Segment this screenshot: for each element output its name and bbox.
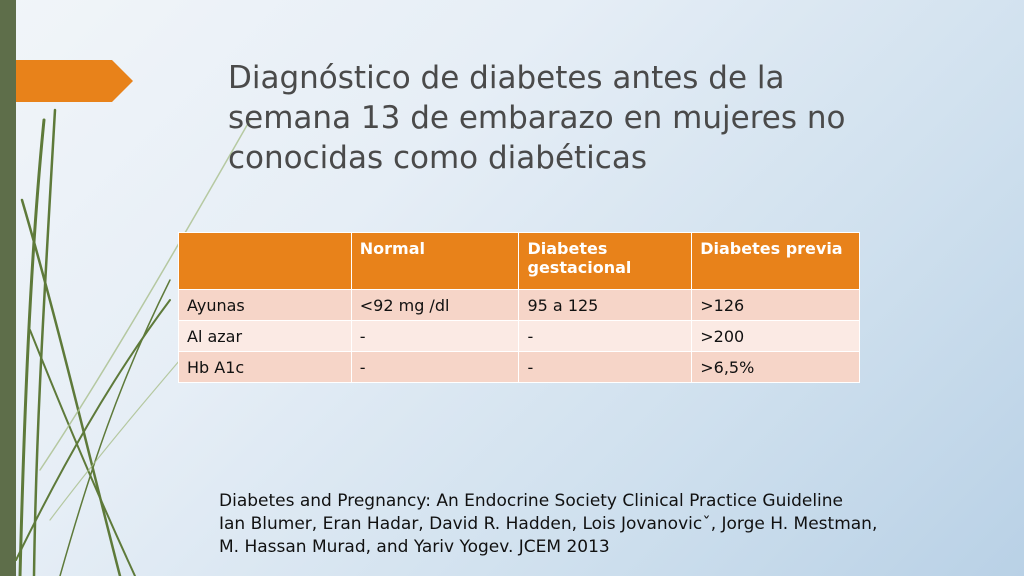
grass-blade-3 bbox=[20, 198, 122, 576]
grass-blade-1 bbox=[18, 118, 46, 576]
header-cell-normal: Normal bbox=[350, 232, 520, 290]
table-row: Al azar - - >200 bbox=[178, 320, 860, 352]
table-cell: >126 bbox=[691, 289, 860, 321]
grass-blade-4 bbox=[29, 329, 136, 576]
title-line-3: conocidas como diabéticas bbox=[228, 140, 647, 176]
row-label-hb-a1c: Hb A1c bbox=[178, 351, 352, 383]
grass-blade-light-1 bbox=[39, 119, 251, 471]
citation-line-2: Ian Blumer, Eran Hadar, David R. Hadden,… bbox=[219, 514, 878, 534]
grass-blade-5 bbox=[15, 299, 171, 561]
grass-blade-6 bbox=[59, 279, 171, 576]
table-row: Ayunas <92 mg /dl 95 a 125 >126 bbox=[178, 289, 860, 321]
row-label-ayunas: Ayunas bbox=[178, 289, 352, 321]
table-cell: >6,5% bbox=[691, 351, 860, 383]
table-cell: 95 a 125 bbox=[518, 289, 693, 321]
citation-line-3: M. Hassan Murad, and Yariv Yogev. JCEM 2… bbox=[219, 537, 610, 557]
slide-title: Diagnóstico de diabetes antes de la sema… bbox=[228, 58, 988, 178]
side-accent-bar bbox=[0, 0, 16, 576]
header-cell-previa: Diabetes previa bbox=[691, 232, 860, 290]
table-cell: - bbox=[350, 320, 520, 352]
header-cell-gestacional: Diabetes gestacional bbox=[518, 232, 693, 290]
table-cell: - bbox=[518, 351, 693, 383]
table-row: Hb A1c - - >6,5% bbox=[178, 351, 860, 383]
table-header-row: Normal Diabetes gestacional Diabetes pre… bbox=[178, 232, 860, 290]
header-cell-empty bbox=[178, 232, 352, 290]
row-label-al-azar: Al azar bbox=[178, 320, 352, 352]
table-cell: - bbox=[518, 320, 693, 352]
title-line-1: Diagnóstico de diabetes antes de la bbox=[228, 60, 785, 96]
citation-line-1: Diabetes and Pregnancy: An Endocrine Soc… bbox=[219, 491, 844, 511]
title-line-2: semana 13 de embarazo en mujeres no bbox=[228, 100, 846, 136]
table-cell: - bbox=[350, 351, 520, 383]
diagnosis-table: Normal Diabetes gestacional Diabetes pre… bbox=[178, 232, 860, 383]
table-cell: <92 mg /dl bbox=[350, 289, 520, 321]
table-cell: >200 bbox=[691, 320, 860, 352]
citation-reference: Diabetes and Pregnancy: An Endocrine Soc… bbox=[219, 490, 1009, 559]
